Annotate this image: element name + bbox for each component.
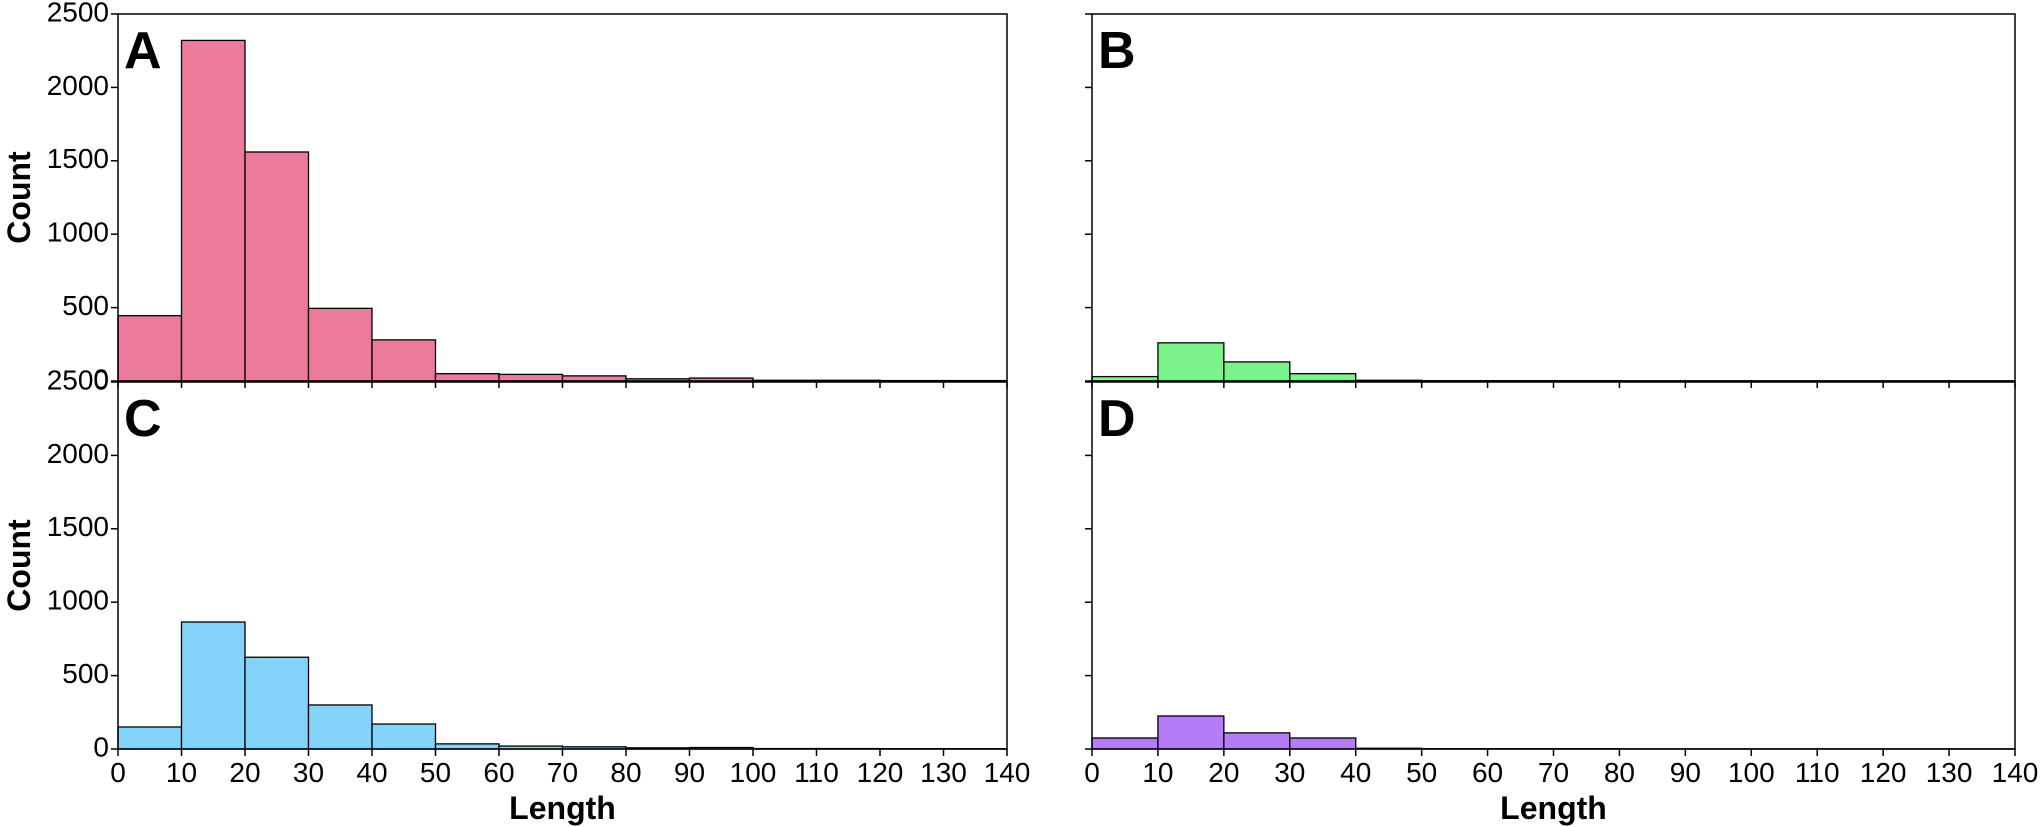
histogram-bar bbox=[561, 375, 627, 382]
panel-c: 0 10 20 30 40 50 60 70 80 90 100 110 120 130 140 0 500 10… bbox=[1, 364, 1030, 826]
x-tick-label: 130 bbox=[1926, 757, 1973, 788]
x-tick-label: 130 bbox=[920, 757, 967, 788]
histogram-bar bbox=[180, 621, 246, 750]
plot-frame bbox=[1091, 381, 2016, 750]
x-tick-label: 80 bbox=[1604, 757, 1635, 788]
x-tick-label: 140 bbox=[1992, 757, 2039, 788]
plot-frame bbox=[1091, 13, 2016, 382]
y-tick-label: 0 bbox=[93, 363, 109, 394]
y-tick-label: 1500 bbox=[47, 143, 109, 174]
panel-b: B bbox=[1085, 13, 2016, 388]
panel-label: B bbox=[1098, 22, 1136, 80]
x-axis-title: Length bbox=[1500, 790, 1607, 826]
x-tick-label: 110 bbox=[1795, 757, 1840, 788]
x-tick-label: 100 bbox=[730, 757, 777, 788]
y-tick-label: 500 bbox=[62, 658, 109, 689]
x-tick-label: 30 bbox=[293, 757, 324, 788]
histogram-bar bbox=[1289, 737, 1357, 750]
histogram-bar bbox=[371, 723, 437, 750]
panel-label: C bbox=[124, 390, 162, 448]
histogram-bar bbox=[1289, 373, 1357, 382]
histogram-bar bbox=[371, 339, 437, 382]
y-tick-label: 2000 bbox=[47, 70, 109, 101]
x-tick-label: 0 bbox=[110, 757, 126, 788]
y-tick-label: 0 bbox=[93, 731, 109, 762]
histogram-bar bbox=[180, 39, 246, 382]
x-tick-label: 40 bbox=[1340, 757, 1371, 788]
y-tick-label: 1000 bbox=[47, 217, 109, 248]
x-tick-label: 90 bbox=[1670, 757, 1701, 788]
y-tick-label: 1500 bbox=[47, 511, 109, 542]
histogram-bar bbox=[244, 151, 310, 382]
histogram-bar bbox=[117, 726, 183, 750]
y-tick-label: 2000 bbox=[47, 438, 109, 469]
histogram-bar bbox=[117, 315, 183, 382]
x-tick-label: 120 bbox=[1860, 757, 1907, 788]
histogram-bar bbox=[244, 656, 310, 750]
y-tick-label: 2500 bbox=[47, 0, 109, 27]
x-tick-label: 90 bbox=[674, 757, 705, 788]
x-tick-label: 110 bbox=[794, 757, 839, 788]
x-tick-label: 120 bbox=[857, 757, 904, 788]
y-tick-label: 500 bbox=[62, 290, 109, 321]
x-tick-label: 140 bbox=[984, 757, 1031, 788]
x-tick-label: 20 bbox=[1208, 757, 1239, 788]
x-tick-label: 30 bbox=[1274, 757, 1305, 788]
x-tick-label: 70 bbox=[1538, 757, 1569, 788]
histogram-bar bbox=[1157, 342, 1225, 382]
histogram-bar bbox=[307, 307, 373, 382]
x-tick-label: 50 bbox=[420, 757, 451, 788]
x-tick-label: 80 bbox=[610, 757, 641, 788]
histogram-bar bbox=[498, 373, 564, 382]
x-tick-label: 60 bbox=[1472, 757, 1503, 788]
histogram-bar bbox=[1223, 732, 1291, 750]
histogram-bar bbox=[1091, 737, 1159, 750]
x-tick-label: 0 bbox=[1084, 757, 1100, 788]
y-tick-label: 2500 bbox=[47, 364, 109, 395]
histogram-bar bbox=[434, 743, 500, 750]
panel-label: A bbox=[124, 22, 162, 80]
histogram-bar bbox=[434, 373, 500, 382]
x-tick-label: 60 bbox=[483, 757, 514, 788]
x-tick-label: 10 bbox=[166, 757, 197, 788]
histogram-bar bbox=[1223, 361, 1291, 382]
x-axis-title: Length bbox=[509, 790, 616, 826]
histogram-bar bbox=[1157, 715, 1225, 750]
x-tick-label: 10 bbox=[1142, 757, 1173, 788]
x-tick-label: 70 bbox=[547, 757, 578, 788]
x-tick-label: 100 bbox=[1728, 757, 1775, 788]
x-tick-label: 40 bbox=[356, 757, 387, 788]
y-axis-title: Count bbox=[1, 519, 37, 612]
y-axis-title: Count bbox=[1, 151, 37, 244]
x-tick-label: 20 bbox=[229, 757, 260, 788]
y-tick-label: 1000 bbox=[47, 585, 109, 616]
panel-label: D bbox=[1098, 390, 1136, 448]
x-tick-label: 50 bbox=[1406, 757, 1437, 788]
panel-a: 0 500 1000 1500 2000 2500 A Count bbox=[1, 0, 1008, 394]
panel-d: 0 10 20 30 40 50 60 70 80 90 100 110 120 130 140 D Lengt… bbox=[1084, 381, 2039, 826]
histogram-bar bbox=[307, 704, 373, 750]
